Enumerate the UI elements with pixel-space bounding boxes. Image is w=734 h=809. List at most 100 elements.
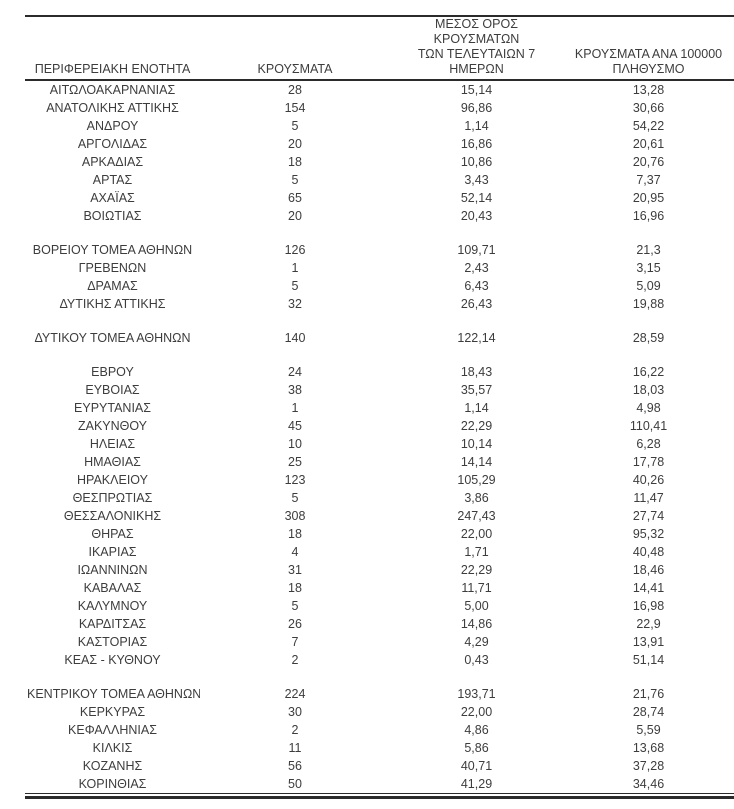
region-name-cell: ΗΡΑΚΛΕΙΟΥ [77, 473, 148, 487]
cases-cell: 4 [291, 545, 299, 559]
table-row: ΙΩΑΝΝΙΝΩΝ 31 22,29 18,46 [25, 561, 734, 579]
region-name-cell: ΑΡΤΑΣ [92, 173, 133, 187]
table-row: ΑΝΔΡΟΥ 5 1,14 54,22 [25, 117, 734, 135]
cases-cell: 24 [288, 365, 302, 379]
cases-cell: 11 [288, 741, 302, 755]
cases-cell: 2 [291, 653, 299, 667]
table-row: ΑΡΓΟΛΙΔΑΣ 20 16,86 20,61 [25, 135, 734, 153]
cases-cell: 140 [284, 331, 306, 345]
per-100000-cell: 16,98 [632, 599, 665, 613]
region-name-cell: ΑΝΔΡΟΥ [86, 119, 139, 133]
avg-7day-cell: 40,71 [460, 759, 493, 773]
table-row: ΗΛΕΙΑΣ 10 10,14 6,28 [25, 435, 734, 453]
table-row: ΘΕΣΣΑΛΟΝΙΚΗΣ 308 247,43 27,74 [25, 507, 734, 525]
cases-cell: 30 [288, 705, 302, 719]
table-row: ΔΥΤΙΚΗΣ ΑΤΤΙΚΗΣ 32 26,43 19,88 [25, 295, 734, 313]
avg-7day-cell: 109,71 [457, 243, 496, 257]
cases-table-wrap: ΠΕΡΙΦΕΡΕΙΑΚΗ ΕΝΟΤΗΤΑ ΚΡΟΥΣΜΑΤΑ ΜΕΣΟΣ ΟΡΟ… [25, 15, 734, 799]
avg-7day-cell: 247,43 [457, 509, 496, 523]
per-100000-cell: 22,9 [636, 617, 661, 631]
table-row: ΚΟΖΑΝΗΣ 56 40,71 37,28 [25, 757, 734, 775]
cases-cell: 50 [200, 775, 390, 794]
avg-7day-cell: 14,14 [460, 455, 493, 469]
table-row: ΑΙΤΩΛΟΑΚΑΡΝΑΝΙΑΣ 28 15,14 13,28 [25, 80, 734, 99]
avg-7day-cell: 22,29 [460, 419, 493, 433]
table-row: ΚΕΡΚΥΡΑΣ 30 22,00 28,74 [25, 703, 734, 721]
avg-7day-cell: 5,00 [464, 599, 489, 613]
col-header-per-100000: ΚΡΟΥΣΜΑΤΑ ΑΝΑ 100000 ΠΛΗΘΥΣΜΟ [563, 16, 734, 81]
cases-cell: 28 [288, 83, 302, 97]
per-100000-cell: 40,48 [632, 545, 665, 559]
cases-cell: 5 [291, 279, 299, 293]
avg-7day-cell: 10,14 [460, 437, 493, 451]
per-100000-cell: 30,66 [632, 101, 665, 115]
cases-cell: 31 [288, 563, 302, 577]
table-row: ΑΡΚΑΔΙΑΣ 18 10,86 20,76 [25, 153, 734, 171]
table-row: ΑΧΑΪΑΣ 65 52,14 20,95 [25, 189, 734, 207]
avg-7day-cell: 14,86 [460, 617, 493, 631]
per-100000-cell: 37,28 [632, 759, 665, 773]
cases-cell: 2 [291, 723, 299, 737]
region-name-cell: ΔΥΤΙΚΗΣ ΑΤΤΙΚΗΣ [59, 297, 166, 311]
table-row: ΙΚΑΡΙΑΣ 4 1,71 40,48 [25, 543, 734, 561]
per-100000-cell: 20,61 [632, 137, 665, 151]
avg-7day-cell: 1,14 [464, 119, 489, 133]
table-row: ΚΕΦΑΛΛΗΝΙΑΣ 2 4,86 5,59 [25, 721, 734, 739]
table-row: ΚΟΡΙΝΘΙΑΣ 50 41,29 34,46 [25, 775, 734, 794]
region-name-cell: ΚΟΖΑΝΗΣ [82, 759, 143, 773]
table-row: ΗΜΑΘΙΑΣ 25 14,14 17,78 [25, 453, 734, 471]
region-name-cell: ΙΚΑΡΙΑΣ [88, 545, 137, 559]
cases-cell: 18 [288, 155, 302, 169]
cases-cell: 45 [288, 419, 302, 433]
col-header-regional-unit: ΠΕΡΙΦΕΡΕΙΑΚΗ ΕΝΟΤΗΤΑ [25, 16, 200, 81]
table-row: ΓΡΕΒΕΝΩΝ 1 2,43 3,15 [25, 259, 734, 277]
col-header-cases: ΚΡΟΥΣΜΑΤΑ [200, 16, 390, 81]
region-name-cell: ΕΥΒΟΙΑΣ [85, 383, 140, 397]
avg-7day-cell: 10,86 [460, 155, 493, 169]
cases-cell: 18 [288, 527, 302, 541]
region-name-cell: ΗΜΑΘΙΑΣ [84, 455, 141, 469]
avg-7day-cell: 6,43 [464, 279, 489, 293]
cases-cell: 65 [288, 191, 302, 205]
per-100000-cell: 6,28 [636, 437, 661, 451]
region-name-cell: ΚΕΦΑΛΛΗΝΙΑΣ [68, 723, 157, 737]
region-name-cell: ΒΟΡΕΙΟΥ ΤΟΜΕΑ ΑΘΗΝΩΝ [32, 243, 193, 257]
cases-table: ΠΕΡΙΦΕΡΕΙΑΚΗ ΕΝΟΤΗΤΑ ΚΡΟΥΣΜΑΤΑ ΜΕΣΟΣ ΟΡΟ… [25, 15, 734, 794]
avg-7day-cell: 4,86 [464, 723, 489, 737]
table-row: ΕΥΡΥΤΑΝΙΑΣ 1 1,14 4,98 [25, 399, 734, 417]
per-100000-cell: 7,37 [636, 173, 661, 187]
region-name-cell: ΔΡΑΜΑΣ [87, 279, 138, 293]
region-name-cell: ΖΑΚΥΝΘΟΥ [77, 419, 148, 433]
avg-7day-cell: 193,71 [457, 687, 496, 701]
avg-7day-cell: 52,14 [460, 191, 493, 205]
table-header: ΠΕΡΙΦΕΡΕΙΑΚΗ ΕΝΟΤΗΤΑ ΚΡΟΥΣΜΑΤΑ ΜΕΣΟΣ ΟΡΟ… [25, 16, 734, 81]
cases-cell: 154 [284, 101, 306, 115]
region-name-cell: ΚΑΒΑΛΑΣ [83, 581, 142, 595]
spacer-row [25, 347, 734, 363]
cases-cell: 38 [288, 383, 302, 397]
table-row: ΚΑΡΔΙΤΣΑΣ 26 14,86 22,9 [25, 615, 734, 633]
per-100000-cell: 34,46 [563, 775, 734, 794]
table-row: ΘΗΡΑΣ 18 22,00 95,32 [25, 525, 734, 543]
region-name-cell: ΔΥΤΙΚΟΥ ΤΟΜΕΑ ΑΘΗΝΩΝ [34, 331, 191, 345]
cases-cell: 56 [288, 759, 302, 773]
cases-cell: 308 [284, 509, 306, 523]
cases-cell: 18 [288, 581, 302, 595]
region-name-cell: ΗΛΕΙΑΣ [89, 437, 136, 451]
region-name-cell: ΚΕΑΣ - ΚΥΘΝΟΥ [64, 653, 161, 667]
region-name-cell: ΙΩΑΝΝΙΝΩΝ [77, 563, 148, 577]
spacer-row [25, 313, 734, 329]
table-row: ΔΥΤΙΚΟΥ ΤΟΜΕΑ ΑΘΗΝΩΝ 140 122,14 28,59 [25, 329, 734, 347]
avg-7day-cell: 22,00 [460, 527, 493, 541]
per-100000-cell: 11,47 [633, 491, 664, 505]
per-100000-cell: 14,41 [632, 581, 665, 595]
spacer-cell [25, 225, 734, 241]
cases-cell: 126 [284, 243, 306, 257]
per-100000-cell: 4,98 [636, 401, 661, 415]
avg-7day-cell: 1,14 [464, 401, 489, 415]
cases-cell: 25 [288, 455, 302, 469]
per-100000-cell: 27,74 [632, 509, 665, 523]
avg-7day-cell: 15,14 [460, 83, 493, 97]
per-100000-cell: 16,22 [632, 365, 665, 379]
avg-7day-cell: 22,29 [460, 563, 493, 577]
